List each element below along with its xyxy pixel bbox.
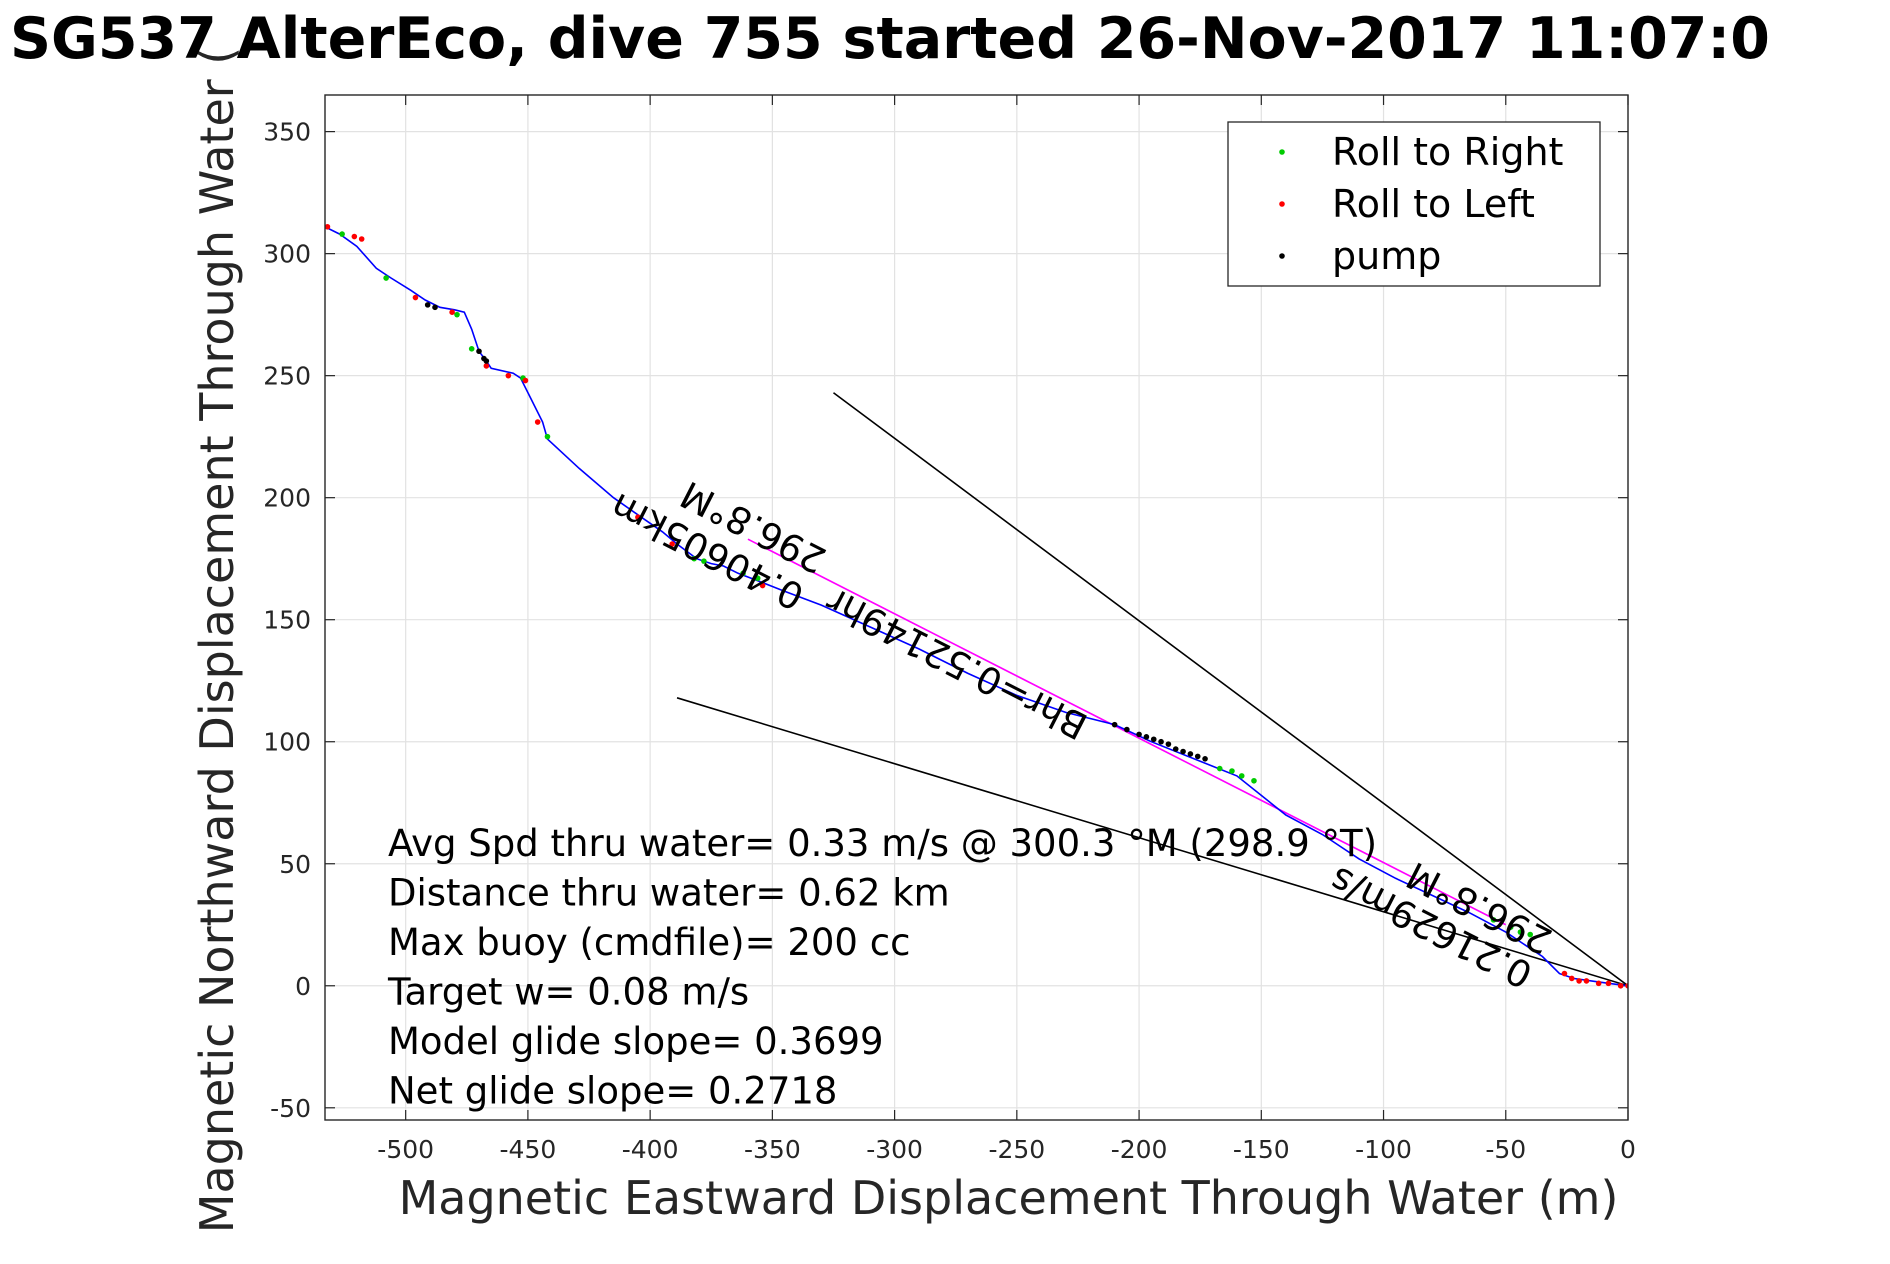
data-layer xyxy=(325,223,1628,989)
roll-right-point xyxy=(1229,768,1235,774)
roll-left-point xyxy=(449,309,455,316)
roll-left-point xyxy=(505,372,512,379)
pump-point xyxy=(476,348,482,355)
roll-right-point xyxy=(454,311,460,318)
legend-label: Roll to Right xyxy=(1332,130,1563,174)
x-tick-label: -400 xyxy=(622,1135,679,1164)
y-tick-label: 50 xyxy=(279,850,311,879)
roll-left-point xyxy=(669,541,675,547)
pump-point xyxy=(1124,726,1130,733)
stats-line: Model glide slope= 0.3699 xyxy=(388,1020,884,1063)
bearing-line xyxy=(676,697,1628,987)
x-axis-label: Magnetic Eastward Displacement Through W… xyxy=(399,1171,1619,1225)
x-tick-label: -150 xyxy=(1233,1135,1290,1164)
x-tick-label: -500 xyxy=(377,1135,434,1164)
axes-box xyxy=(324,94,1629,1121)
pump-point xyxy=(1165,741,1172,747)
pump-point xyxy=(1111,721,1118,728)
legend-box xyxy=(1227,121,1601,287)
roll-right-point xyxy=(1527,931,1534,938)
roll-right-point xyxy=(701,558,707,564)
stats-line: Distance thru water= 0.62 km xyxy=(388,872,950,915)
roll-left-point xyxy=(325,223,331,230)
roll-left-point xyxy=(635,514,641,521)
roll-right-point xyxy=(1507,924,1514,931)
roll-left-point xyxy=(522,377,529,384)
roll-left-point xyxy=(1583,978,1590,984)
stats-line: Net glide slope= 0.2718 xyxy=(388,1070,837,1113)
roll-right-point xyxy=(1238,773,1245,779)
roll-right-point xyxy=(1490,917,1497,923)
roll-right-point xyxy=(1216,765,1223,772)
x-tick-label: -300 xyxy=(866,1135,923,1164)
track-line xyxy=(325,226,1628,987)
pump-point xyxy=(483,358,490,364)
pump-point xyxy=(1150,736,1157,743)
legend-marker xyxy=(1279,201,1285,207)
legend-label: Roll to Left xyxy=(1332,182,1535,226)
x-tick-label: -200 xyxy=(1111,1135,1168,1164)
pump-point xyxy=(1194,753,1201,760)
roll-left-point xyxy=(483,363,490,369)
y-axis-label: Magnetic Northward Displacement Through … xyxy=(190,47,244,1233)
y-tick-label: 150 xyxy=(263,606,311,635)
roll-left-point xyxy=(351,233,358,240)
pump-point xyxy=(1202,756,1208,762)
roll-right-point xyxy=(754,575,761,582)
legend: Roll to Right Roll to Left pump xyxy=(1227,121,1601,287)
legend-marker xyxy=(1279,253,1285,259)
stats-line: Target w= 0.08 m/s xyxy=(387,971,749,1014)
roll-left-point xyxy=(1605,980,1612,987)
pump-point xyxy=(424,302,431,308)
bearing-line xyxy=(833,392,1628,987)
pump-point xyxy=(1136,731,1142,738)
roll-left-point xyxy=(759,582,766,589)
x-tick-label: -100 xyxy=(1355,1135,1412,1164)
roll-right-point xyxy=(1251,777,1257,784)
pump-point xyxy=(432,304,438,311)
chart-title: SG537 AlterEco, dive 755 started 26-Nov-… xyxy=(10,6,1770,72)
roll-left-point xyxy=(1576,978,1582,984)
legend-marker xyxy=(1279,149,1285,155)
roll-left-point xyxy=(1595,980,1602,987)
roll-left-point xyxy=(1561,970,1568,977)
x-tick-label: -250 xyxy=(988,1135,1045,1164)
legend-label: pump xyxy=(1332,234,1441,278)
y-tick-label: -50 xyxy=(270,1094,311,1123)
x-tick-label: -350 xyxy=(744,1135,801,1164)
roll-right-point xyxy=(691,555,697,562)
y-tick-label: 100 xyxy=(263,728,311,757)
pump-point xyxy=(1143,734,1150,740)
pump-point xyxy=(1180,748,1186,755)
roll-left-point xyxy=(358,236,365,242)
pump-point xyxy=(1172,746,1179,752)
x-tick-label: -50 xyxy=(1485,1135,1526,1164)
roll-right-point xyxy=(1517,929,1524,935)
pump-point xyxy=(1187,751,1194,757)
roll-left-point xyxy=(1617,982,1624,989)
x-tick-label: 0 xyxy=(1620,1135,1636,1164)
roll-left-point xyxy=(412,294,419,301)
stats-line: Max buoy (cmdfile)= 200 cc xyxy=(388,921,910,964)
grid: -500 -450 -400 -350 -300 -250 -200 -150 -100 -50 0… xyxy=(263,95,1636,1164)
stats-line: Avg Spd thru water= 0.33 m/s @ 300.3 °M … xyxy=(388,822,1377,865)
y-tick-label: 250 xyxy=(263,362,311,391)
roll-right-point xyxy=(339,231,345,237)
roll-right-point xyxy=(544,433,551,440)
pump-point xyxy=(1158,738,1164,745)
y-tick-label: 300 xyxy=(263,240,311,269)
roll-right-point xyxy=(383,275,389,281)
roll-left-point xyxy=(534,419,541,425)
roll-right-point xyxy=(740,570,746,577)
roll-left-point xyxy=(1568,975,1575,982)
y-tick-label: 0 xyxy=(295,972,311,1001)
y-tick-label: 200 xyxy=(263,484,311,513)
roll-right-point xyxy=(468,346,475,352)
x-tick-label: -450 xyxy=(500,1135,557,1164)
y-tick-label: 350 xyxy=(263,118,311,147)
